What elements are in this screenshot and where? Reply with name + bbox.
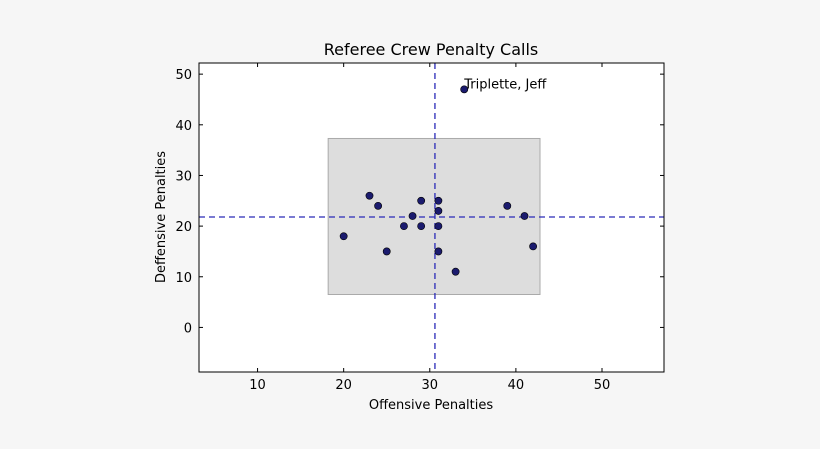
y-tick-label: 10 xyxy=(175,271,192,286)
data-point xyxy=(339,232,348,241)
y-tick-label: 40 xyxy=(175,119,192,134)
data-point xyxy=(434,196,443,205)
data-point xyxy=(460,85,469,94)
y-axis-label: Deffensive Penalties xyxy=(154,151,169,283)
x-axis-label: Offensive Penalties xyxy=(369,398,494,413)
data-point xyxy=(451,267,460,276)
data-point xyxy=(374,201,383,210)
x-tick-label: 30 xyxy=(422,378,439,393)
data-point xyxy=(408,212,417,220)
data-point xyxy=(382,247,391,256)
data-point xyxy=(434,207,443,215)
point-annotation: Triplette, Jeff xyxy=(463,77,547,92)
data-point xyxy=(417,222,426,231)
x-tick-label: 40 xyxy=(508,378,525,393)
x-tick-label: 20 xyxy=(335,378,352,393)
y-tick-label: 30 xyxy=(175,169,192,184)
x-tick-label: 10 xyxy=(249,378,266,393)
y-tick-label: 20 xyxy=(175,220,192,235)
x-tick-label: 50 xyxy=(594,378,611,393)
y-tick-label: 50 xyxy=(175,68,192,83)
y-tick-label: 0 xyxy=(184,321,192,336)
data-point xyxy=(434,222,443,231)
data-point xyxy=(434,247,443,256)
data-point xyxy=(529,242,538,251)
data-point xyxy=(503,201,512,210)
data-point xyxy=(365,191,374,200)
data-point xyxy=(400,222,408,231)
plot-area: Triplette, Jeff 10 20 30 40 50 0 10 20 30 40 50 xyxy=(175,62,665,393)
chart-title: Referee Crew Penalty Calls xyxy=(324,40,538,59)
data-point xyxy=(417,196,426,205)
plot-frame xyxy=(198,62,665,373)
data-point xyxy=(520,212,529,220)
